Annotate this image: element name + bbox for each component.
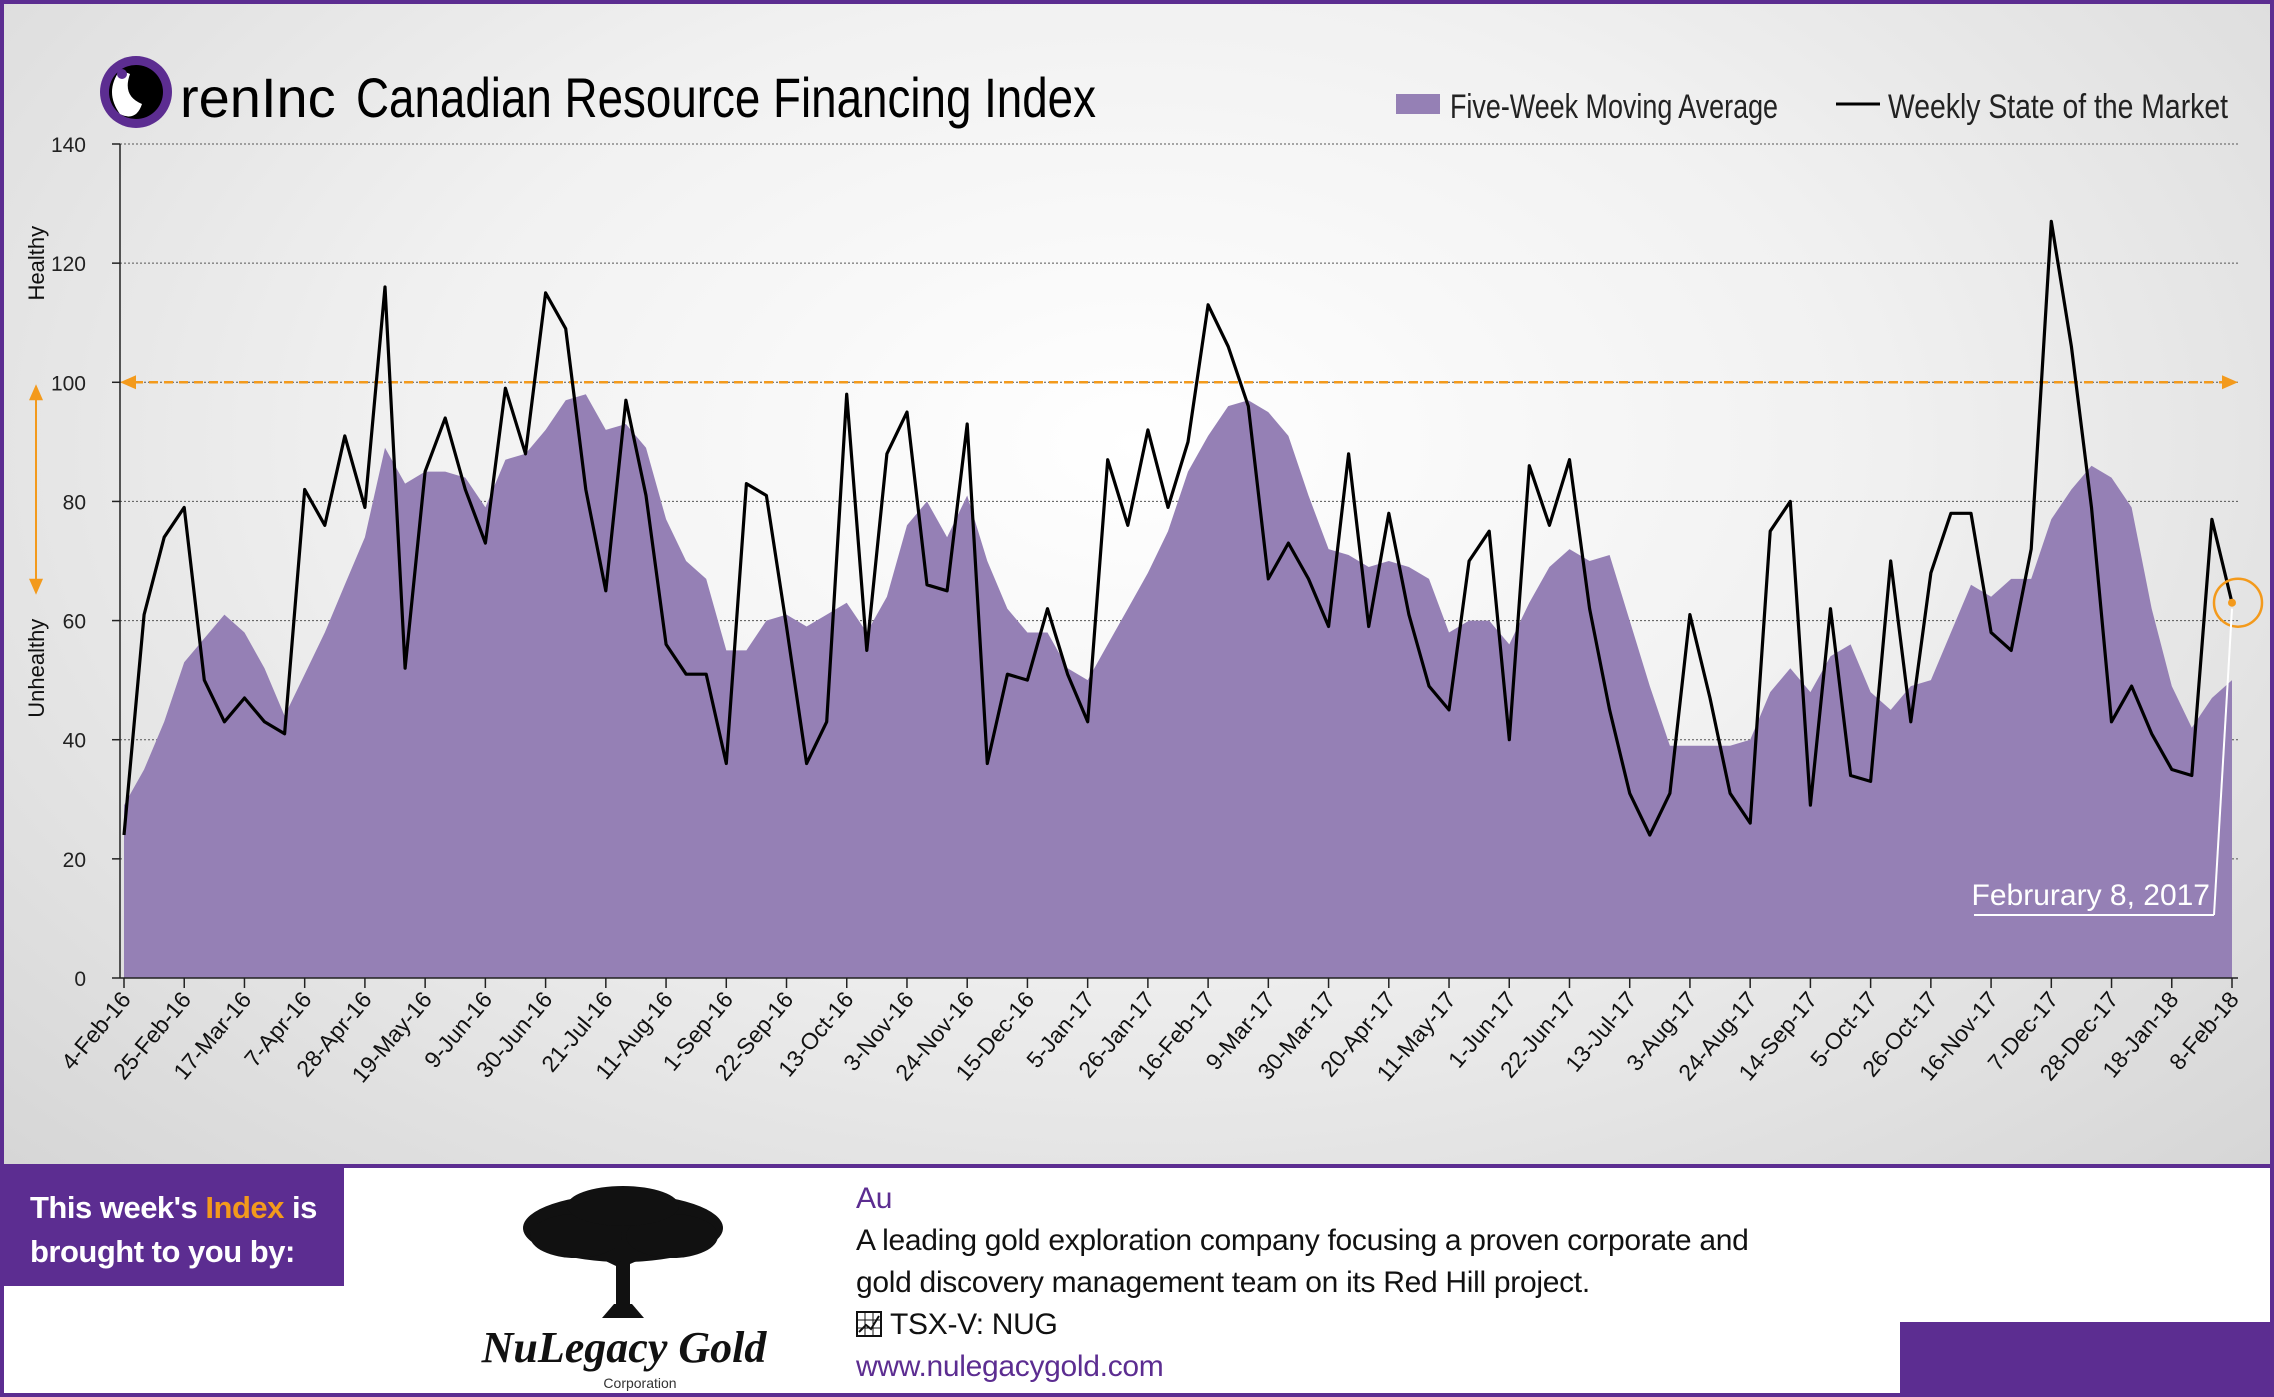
sponsor-company-name: NuLegacy Gold [481, 1323, 768, 1372]
y-tick-label: 80 [63, 491, 86, 514]
sponsor-intro-box: This week's Index is brought to you by: [4, 1168, 344, 1286]
line-layer [122, 219, 2234, 837]
sponsor-description-line-1: A leading gold exploration company focus… [856, 1224, 1749, 1257]
chart-title: Canadian Resource Financing Index [356, 66, 1096, 129]
weekly-state-line [122, 219, 2234, 837]
stock-chart-icon [856, 1311, 882, 1337]
sponsor-ticker: TSX-V: NUG [890, 1308, 1058, 1341]
y-tick-label: 60 [63, 611, 86, 634]
sponsor-description-block: Au A leading gold exploration company fo… [856, 1178, 1856, 1388]
sponsor-description-line-2: gold discovery management team on its Re… [856, 1266, 1590, 1299]
sponsor-intro-highlight: Index [205, 1190, 284, 1225]
health-arrow-down-icon [29, 578, 43, 595]
unhealthy-label: Unhealthy [24, 619, 49, 718]
y-tick-label: 0 [74, 968, 86, 991]
sponsor-intro-line2: brought to you by: [30, 1234, 295, 1269]
threshold-arrow-left [120, 375, 136, 390]
threshold-arrow-right [2222, 375, 2238, 390]
legend-label-moving-average: Five-Week Moving Average [1450, 88, 1778, 126]
sponsor-website-link[interactable]: www.nulegacygold.com [856, 1350, 1164, 1383]
sponsor-intro-text: This week's [30, 1190, 206, 1225]
legend-swatch-area [1396, 94, 1440, 114]
y-tick-label: 140 [51, 134, 86, 157]
sponsor-ticker-row: TSX-V: NUG [856, 1304, 1856, 1346]
y-tick-label: 120 [51, 253, 86, 276]
annotation-layer: Februrary 8, 2017 [1972, 577, 2264, 916]
chart-panel: renInc Canadian Resource Financing Index… [4, 4, 2270, 1164]
y-tick-label: 100 [51, 372, 86, 395]
resource-financing-chart: renInc Canadian Resource Financing Index… [24, 56, 2264, 1087]
y-tick-label: 40 [63, 730, 86, 753]
sponsor-symbol: Au [856, 1182, 893, 1215]
tree-icon [523, 1186, 723, 1318]
orennic-logo-icon [100, 56, 172, 128]
current-week-marker [2228, 598, 2236, 607]
annotation-leader [2213, 608, 2233, 916]
sponsor-company-subtitle: Corporation [603, 1375, 676, 1391]
sponsor-strip: This week's Index is brought to you by: … [4, 1164, 2270, 1393]
health-arrow-up-icon [29, 384, 43, 401]
sponsor-corner-block [1900, 1322, 2270, 1393]
nulegacy-gold-logo[interactable]: NuLegacy Gold Corporation [444, 1176, 804, 1391]
current-week-highlight [2212, 577, 2264, 628]
legend-label-weekly-state: Weekly State of the Market [1888, 88, 2228, 126]
sponsor-intro-tail: is [283, 1190, 317, 1225]
y-tick-label: 20 [63, 849, 86, 872]
healthy-label: Healthy [24, 226, 49, 301]
annotation-date-label: Februrary 8, 2017 [1972, 879, 2210, 912]
brand-wordmark: renInc [180, 66, 336, 129]
